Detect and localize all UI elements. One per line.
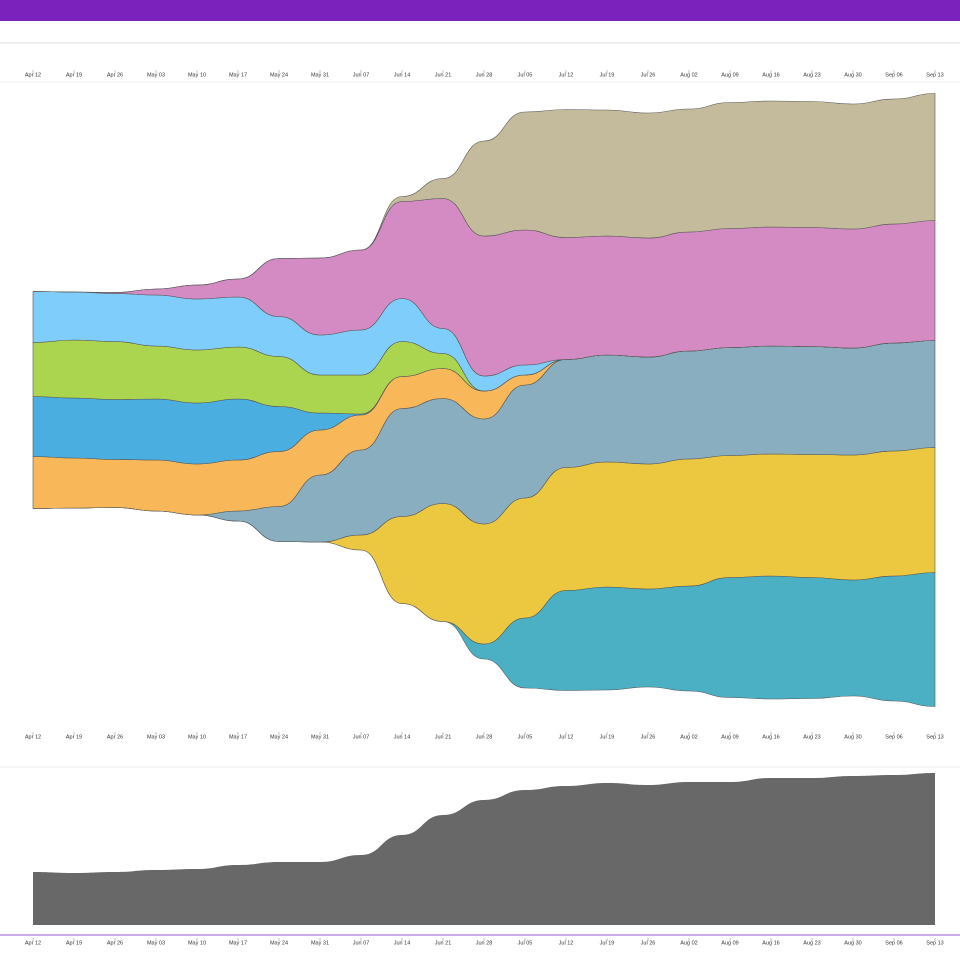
x-tick-label: Jul 12 [559, 734, 574, 740]
x-tick-label: Aug 09 [721, 734, 738, 740]
x-tick-label: Jun 21 [435, 734, 452, 740]
x-tick-label: May 17 [229, 72, 247, 78]
x-tick-label: May 03 [147, 734, 165, 740]
x-tick-label: May 10 [188, 72, 206, 78]
area [33, 773, 935, 925]
x-tick-label: Aug 02 [680, 940, 697, 946]
x-tick-label: Jun 07 [353, 734, 370, 740]
x-tick-label: Aug 16 [762, 940, 779, 946]
x-tick-label: Jul 12 [559, 72, 574, 78]
x-tick-label: Aug 02 [680, 734, 697, 740]
x-tick-label: May 24 [270, 734, 288, 740]
x-tick-label: Aug 30 [844, 734, 861, 740]
x-tick-label: May 24 [270, 72, 288, 78]
x-tick-label: Jun 07 [353, 72, 370, 78]
x-tick-label: Aug 23 [803, 734, 820, 740]
x-tick-label: Jul 05 [518, 734, 533, 740]
x-tick-label: Apr 19 [66, 940, 82, 946]
x-tick-label: Jun 21 [435, 940, 452, 946]
x-tick-label: Jul 26 [641, 734, 656, 740]
x-tick-label: Jul 12 [559, 940, 574, 946]
x-tick-label: Aug 09 [721, 940, 738, 946]
x-tick-label: May 03 [147, 940, 165, 946]
x-tick-label: May 31 [311, 940, 329, 946]
x-tick-label: May 10 [188, 940, 206, 946]
x-tick-label: Jul 26 [641, 72, 656, 78]
x-tick-label: Jul 05 [518, 940, 533, 946]
x-tick-label: Aug 30 [844, 940, 861, 946]
x-tick-label: Jun 14 [394, 734, 411, 740]
x-tick-label: Jun 28 [476, 72, 493, 78]
x-tick-label: Sep 06 [885, 734, 902, 740]
total-area-chart [33, 773, 935, 925]
x-tick-label: Jul 19 [600, 940, 615, 946]
x-tick-label: Apr 12 [25, 72, 41, 78]
x-tick-label: May 03 [147, 72, 165, 78]
x-tick-label: Aug 23 [803, 72, 820, 78]
x-tick-label: May 10 [188, 734, 206, 740]
x-tick-label: Aug 30 [844, 72, 861, 78]
x-tick-label: Jun 28 [476, 940, 493, 946]
x-tick-label: Jun 21 [435, 72, 452, 78]
x-tick-label: Jun 07 [353, 940, 370, 946]
x-tick-label: Jul 05 [518, 72, 533, 78]
x-tick-label: May 31 [311, 734, 329, 740]
x-tick-label: May 31 [311, 72, 329, 78]
x-tick-label: Sep 06 [885, 72, 902, 78]
x-tick-label: Aug 02 [680, 72, 697, 78]
x-tick-label: Aug 16 [762, 72, 779, 78]
x-tick-label: Apr 19 [66, 734, 82, 740]
stream-layer [32, 93, 936, 293]
x-tick-label: Jun 28 [476, 734, 493, 740]
x-tick-label: Sep 13 [926, 72, 943, 78]
x-tick-label: Jul 26 [641, 940, 656, 946]
x-tick-label: May 17 [229, 940, 247, 946]
x-tick-label: May 24 [270, 940, 288, 946]
x-tick-label: Apr 26 [107, 72, 123, 78]
x-tick-label: Jul 19 [600, 72, 615, 78]
date-axes: Apr 12 Apr 19 Apr 26 May 03 May 10 May 17 May … [25, 70, 944, 946]
x-tick-label: Jun 14 [394, 940, 411, 946]
x-tick-label: Apr 26 [107, 734, 123, 740]
x-tick-label: Apr 19 [66, 72, 82, 78]
top-bar [0, 0, 960, 21]
x-tick-label: Sep 06 [885, 940, 902, 946]
x-tick-label: Sep 13 [926, 734, 943, 740]
x-tick-label: Apr 12 [25, 940, 41, 946]
x-tick-label: Jul 19 [600, 734, 615, 740]
x-tick-label: Aug 16 [762, 734, 779, 740]
x-tick-label: Jun 14 [394, 72, 411, 78]
x-tick-label: Apr 26 [107, 940, 123, 946]
x-tick-label: Aug 23 [803, 940, 820, 946]
x-tick-label: May 17 [229, 734, 247, 740]
x-tick-label: Aug 09 [721, 72, 738, 78]
x-tick-label: Apr 12 [25, 734, 41, 740]
streamgraph [32, 93, 936, 707]
x-tick-label: Sep 13 [926, 940, 943, 946]
